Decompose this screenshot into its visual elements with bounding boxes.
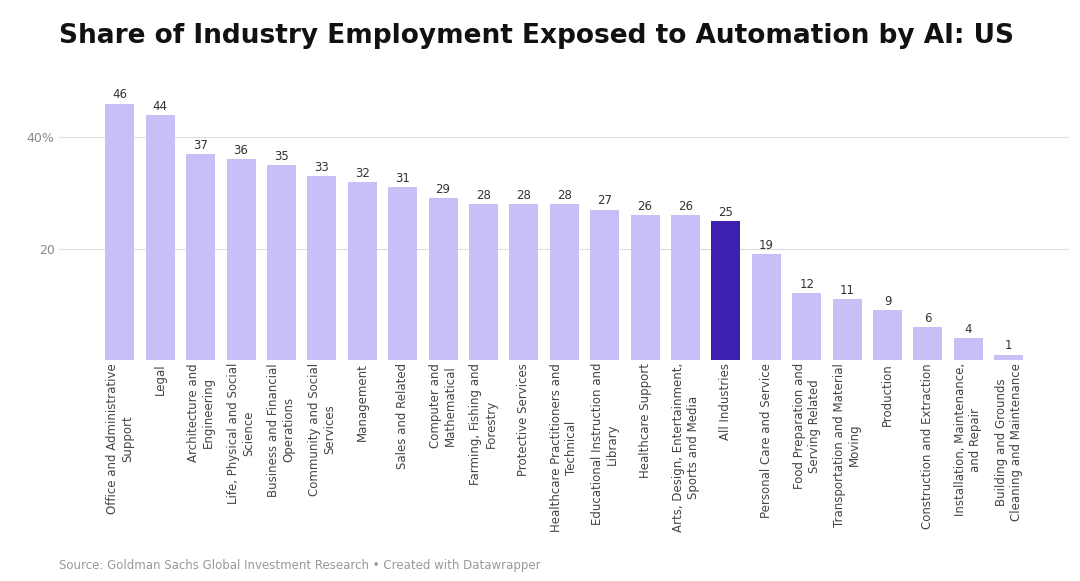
Bar [550, 204, 579, 360]
Bar [106, 103, 134, 360]
Text: 32: 32 [355, 167, 369, 180]
Bar [227, 159, 256, 360]
Text: Source: Goldman Sachs Global Investment Research • Created with Datawrapper: Source: Goldman Sachs Global Investment … [59, 560, 541, 572]
Bar [671, 215, 700, 360]
Text: 11: 11 [839, 284, 854, 297]
Bar [631, 215, 660, 360]
Bar [186, 154, 215, 360]
Text: 1: 1 [1005, 339, 1013, 353]
Bar [308, 176, 336, 360]
Bar [752, 254, 781, 360]
Text: 12: 12 [799, 278, 814, 291]
Text: 25: 25 [718, 206, 733, 218]
Text: 28: 28 [516, 189, 531, 202]
Text: 4: 4 [964, 322, 972, 336]
Bar [267, 165, 296, 360]
Text: 26: 26 [637, 200, 652, 213]
Bar [914, 327, 943, 360]
Text: 37: 37 [193, 139, 208, 152]
Bar [712, 221, 741, 360]
Text: 19: 19 [759, 239, 774, 252]
Text: 33: 33 [314, 161, 329, 174]
Text: 31: 31 [395, 172, 410, 185]
Text: 9: 9 [883, 295, 891, 308]
Bar [833, 299, 862, 360]
Text: 28: 28 [476, 189, 491, 202]
Bar [429, 199, 458, 360]
Text: 26: 26 [678, 200, 693, 213]
Bar [793, 293, 821, 360]
Bar [995, 354, 1024, 360]
Bar [954, 338, 983, 360]
Text: 6: 6 [924, 311, 932, 325]
Text: 35: 35 [274, 150, 288, 163]
Bar [146, 115, 175, 360]
Text: 46: 46 [112, 88, 127, 102]
Bar [510, 204, 539, 360]
Bar [469, 204, 498, 360]
Bar [590, 210, 619, 360]
Text: 28: 28 [557, 189, 571, 202]
Bar [873, 310, 902, 360]
Bar [348, 182, 377, 360]
Text: Share of Industry Employment Exposed to Automation by AI: US: Share of Industry Employment Exposed to … [59, 23, 1014, 49]
Bar [388, 187, 417, 360]
Text: 44: 44 [152, 99, 167, 113]
Text: 27: 27 [597, 195, 612, 207]
Text: 29: 29 [435, 183, 450, 196]
Text: 36: 36 [233, 144, 248, 157]
